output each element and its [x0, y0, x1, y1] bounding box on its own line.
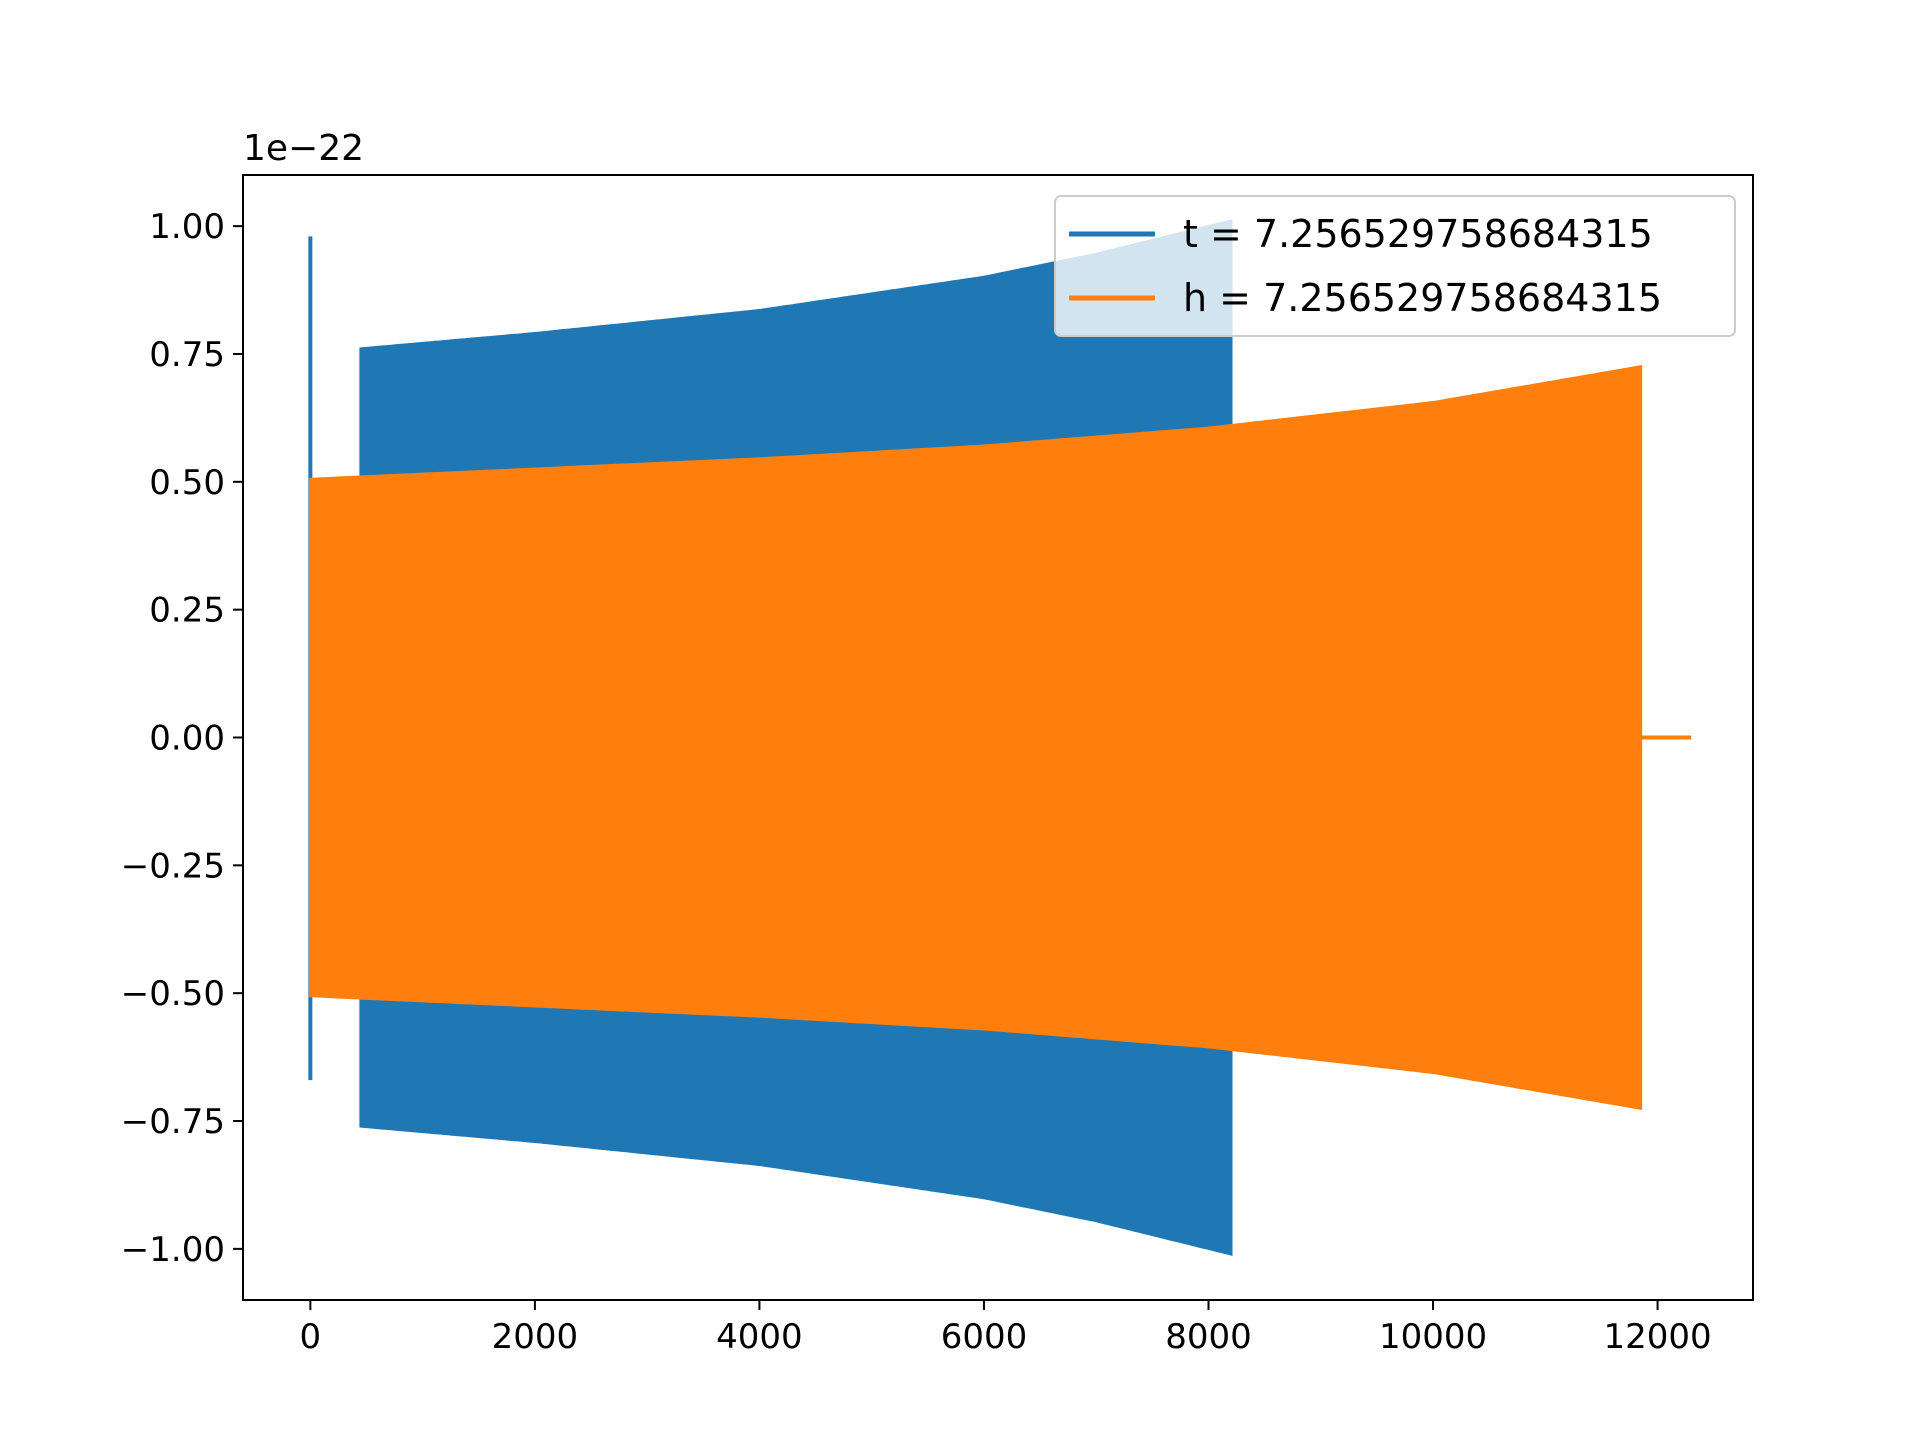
- series-1: [308, 365, 1692, 1110]
- y-tick-label: −0.50: [121, 974, 225, 1014]
- x-tick-label: 2000: [492, 1317, 579, 1357]
- series-1-oscillation: [308, 365, 1643, 1110]
- x-tick-label: 8000: [1165, 1317, 1252, 1357]
- y-axis: 1.00 0.75 0.50 0.25 0.00 −0.25 −0.50 −0.75 −1.00: [121, 207, 243, 1270]
- y-tick-label: −0.25: [121, 846, 225, 886]
- y-tick-label: 0.75: [149, 335, 225, 375]
- y-tick-label: 0.50: [149, 463, 225, 503]
- y-offset-label: 1e−22: [243, 128, 364, 169]
- x-tick-label: 12000: [1603, 1317, 1711, 1357]
- x-tick-label: 4000: [716, 1317, 803, 1357]
- y-tick-label: −0.75: [121, 1102, 225, 1142]
- x-tick-label: 0: [300, 1317, 322, 1357]
- x-tick-label: 6000: [941, 1317, 1028, 1357]
- x-tick-label: 10000: [1379, 1317, 1487, 1357]
- legend-box: [1054, 195, 1736, 337]
- legend-label-0: t = 7.256529758684315: [1183, 212, 1653, 256]
- y-tick-label: 0.00: [149, 719, 225, 759]
- y-tick-label: 0.25: [149, 591, 225, 631]
- legend-label-1: h = 7.256529758684315: [1183, 276, 1662, 320]
- y-tick-label: 1.00: [149, 207, 225, 247]
- x-axis: 0 2000 4000 6000 8000 10000 12000: [300, 1300, 1712, 1357]
- legend: t = 7.256529758684315 h = 7.2565297586843…: [1054, 195, 1736, 337]
- series-layer: [308, 219, 1692, 1256]
- y-tick-label: −1.00: [121, 1230, 225, 1270]
